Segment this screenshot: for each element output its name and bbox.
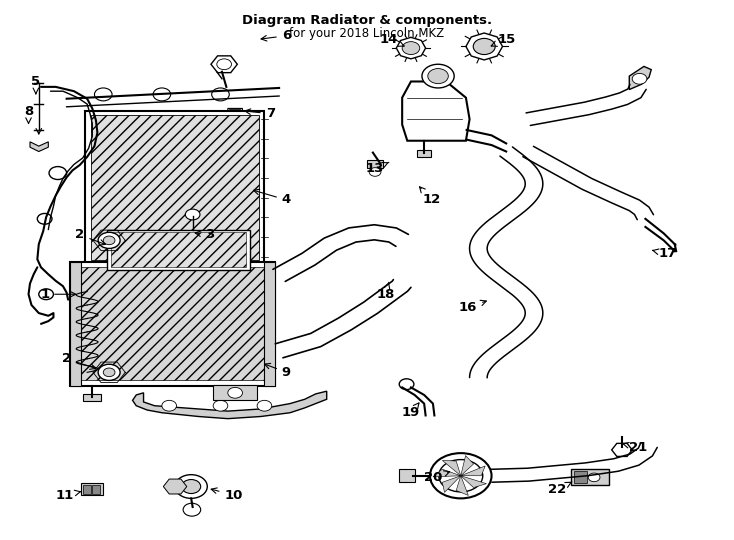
Text: 6: 6 — [261, 29, 291, 42]
Bar — [92, 485, 100, 494]
Text: Diagram Radiator & components.: Diagram Radiator & components. — [242, 14, 492, 27]
Bar — [367, 160, 383, 167]
Bar — [417, 151, 432, 157]
Circle shape — [369, 167, 381, 176]
Circle shape — [402, 42, 420, 55]
Bar — [70, 262, 81, 386]
Circle shape — [181, 480, 200, 494]
Polygon shape — [402, 82, 470, 141]
Circle shape — [228, 387, 242, 398]
Polygon shape — [30, 142, 48, 152]
Polygon shape — [461, 456, 473, 476]
Polygon shape — [396, 37, 426, 59]
Circle shape — [185, 209, 200, 220]
Text: 1: 1 — [40, 288, 76, 301]
Circle shape — [211, 88, 229, 101]
Text: 3: 3 — [195, 228, 214, 241]
Text: 18: 18 — [376, 282, 394, 301]
Circle shape — [428, 69, 448, 84]
Text: 16: 16 — [459, 300, 487, 314]
Bar — [70, 262, 275, 386]
Bar — [84, 485, 91, 494]
Circle shape — [439, 460, 483, 492]
Bar — [85, 111, 264, 265]
Polygon shape — [133, 391, 327, 418]
Polygon shape — [164, 479, 186, 494]
Circle shape — [217, 59, 231, 70]
Text: for your 2018 Lincoln MKZ: for your 2018 Lincoln MKZ — [289, 26, 445, 39]
Bar — [81, 483, 103, 495]
Circle shape — [49, 166, 67, 179]
Polygon shape — [629, 66, 651, 90]
Circle shape — [98, 364, 120, 380]
Text: 8: 8 — [24, 105, 33, 124]
Bar — [107, 230, 250, 270]
Circle shape — [213, 400, 228, 411]
Circle shape — [39, 289, 54, 300]
Text: 19: 19 — [401, 403, 420, 419]
Circle shape — [98, 232, 120, 248]
Bar — [399, 469, 415, 482]
Polygon shape — [461, 466, 485, 476]
Text: 21: 21 — [623, 441, 647, 454]
Text: 2: 2 — [76, 228, 106, 245]
Polygon shape — [433, 469, 461, 477]
Text: 14: 14 — [379, 33, 404, 46]
Text: 17: 17 — [653, 247, 677, 260]
Bar — [264, 262, 275, 386]
Bar — [84, 394, 101, 401]
Text: 5: 5 — [32, 75, 40, 94]
Circle shape — [473, 38, 495, 55]
Text: 20: 20 — [424, 471, 450, 484]
Text: 13: 13 — [365, 162, 389, 176]
Text: 15: 15 — [491, 33, 515, 46]
Circle shape — [399, 379, 414, 389]
Text: 11: 11 — [56, 489, 81, 502]
Polygon shape — [466, 33, 503, 60]
Text: 7: 7 — [245, 107, 275, 120]
Circle shape — [257, 400, 272, 411]
Circle shape — [632, 73, 647, 84]
Circle shape — [422, 64, 454, 88]
Text: 4: 4 — [254, 189, 291, 206]
Circle shape — [103, 368, 115, 376]
Text: 10: 10 — [211, 488, 243, 502]
Polygon shape — [457, 476, 468, 495]
Text: 12: 12 — [420, 187, 440, 206]
Text: 2: 2 — [62, 353, 95, 369]
Polygon shape — [443, 461, 461, 476]
Text: 22: 22 — [548, 482, 572, 496]
Circle shape — [37, 213, 52, 224]
Circle shape — [162, 400, 176, 411]
Circle shape — [588, 473, 600, 482]
Bar — [570, 469, 608, 485]
Polygon shape — [443, 476, 461, 492]
Polygon shape — [461, 476, 487, 488]
Circle shape — [95, 88, 112, 101]
Bar — [229, 109, 239, 112]
Circle shape — [175, 475, 207, 498]
Circle shape — [153, 88, 171, 101]
Bar — [81, 267, 264, 380]
Bar — [91, 116, 258, 260]
Polygon shape — [228, 109, 242, 116]
Polygon shape — [611, 443, 632, 456]
Polygon shape — [211, 56, 237, 73]
Bar — [213, 385, 257, 400]
Text: 9: 9 — [264, 363, 291, 379]
Circle shape — [103, 236, 115, 245]
Circle shape — [183, 503, 200, 516]
Bar — [573, 471, 586, 483]
Bar — [111, 232, 246, 267]
Circle shape — [430, 453, 492, 498]
